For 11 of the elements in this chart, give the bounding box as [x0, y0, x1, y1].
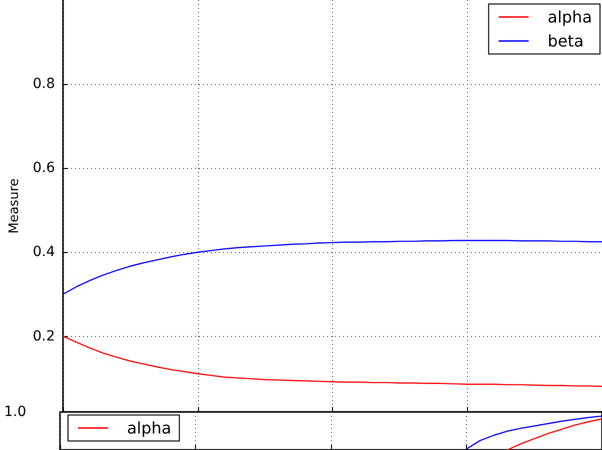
y-tick-label: 0.4 [32, 244, 56, 260]
text: 1.0 [4, 404, 26, 420]
y-axis-title: Measure [7, 178, 22, 234]
legend-label: alpha [127, 418, 172, 438]
legend-label: beta [548, 32, 584, 50]
line-series [62, 240, 602, 295]
legend-label: alpha [548, 8, 592, 26]
y-tick-label: 0.6 [32, 160, 56, 176]
line-series [62, 336, 602, 387]
y-tick-label: 0.2 [32, 328, 55, 344]
y-tick-label: 0.8 [32, 76, 55, 92]
